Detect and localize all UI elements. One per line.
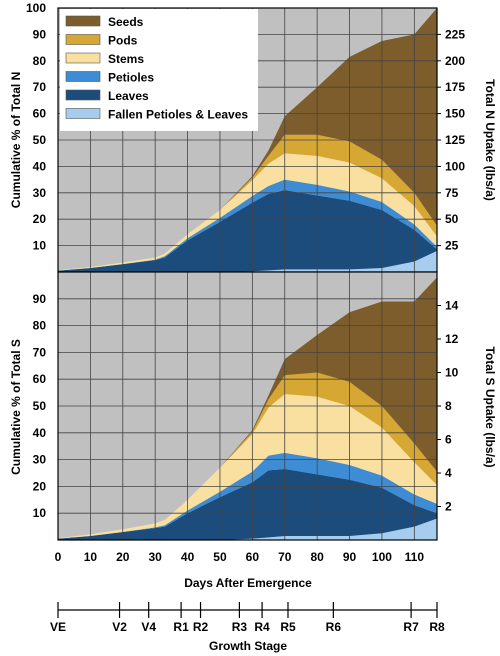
bottom-y-axis-label: Cumulative % of Total S [9,339,23,475]
y2-tick-label: 100 [445,159,465,173]
x-tick-label: 50 [213,550,227,564]
growth-stage-tick-label: R8 [429,620,445,634]
legend-swatch [65,108,101,119]
legend-label: Fallen Petioles & Leaves [108,108,248,122]
x-tick-label: 30 [148,550,162,564]
legend-swatch [65,89,101,101]
x-tick-label: 70 [278,550,292,564]
top-y-axis-label: Cumulative % of Total N [9,72,23,208]
y-tick-label: 20 [33,479,47,493]
y2-tick-label: 75 [445,186,459,200]
y2-tick-label: 175 [445,80,465,94]
y-tick-label: 20 [33,212,47,226]
growth-stage-tick-label: R4 [254,620,270,634]
legend-swatch [65,52,101,64]
x-tick-label: 110 [405,550,425,564]
y-tick-label: 40 [33,426,47,440]
x-tick-label: 100 [372,550,392,564]
y-tick-label: 10 [33,239,47,253]
growth-stage-label: Growth Stage [209,639,287,653]
legend-swatch [65,71,101,82]
area-leaves [58,190,437,272]
legend-label: Pods [108,34,138,48]
y-tick-label: 80 [33,319,47,333]
area-fallen-petioles-leaves [58,518,437,540]
top-panel-n: 10 20 30 40 50 60 70 80 90 100 25 50 75 100 125 150 175 2… [9,1,497,273]
growth-stage-tick-label: VE [50,620,66,634]
y2-tick-label: 125 [445,133,465,147]
y-tick-label: 40 [33,159,47,173]
growth-stage-axis: VE V2 V4 R1 R2 R3 R4 R5 R6 R7 R8 [50,602,445,634]
growth-stage-tick-label: V2 [112,620,127,634]
y-tick-label: 70 [33,80,47,94]
bottom-right-axis-label: Total S Uptake (lbs/a) [483,346,497,467]
y-tick-label: 30 [33,186,47,200]
y2-tick-label: 6 [445,433,452,447]
x-tick-label: 10 [84,550,98,564]
legend-swatch [65,15,101,27]
area-seeds [58,277,437,539]
x-tick-label: 80 [310,550,324,564]
legend-label: Leaves [108,89,149,103]
area-seeds [58,8,437,271]
y2-tick-label: 4 [445,466,452,480]
y-tick-label: 90 [33,292,47,306]
growth-stage-tick-label: R1 [173,620,189,634]
growth-stage-tick-label: R2 [193,620,209,634]
area-fallen-petioles-leaves [58,250,437,272]
y2-tick-label: 50 [445,212,459,226]
legend-label: Stems [108,52,144,66]
legend-label: Petioles [108,71,154,85]
y-tick-label: 70 [33,345,47,359]
y2-tick-label: 8 [445,399,452,413]
area-stems [58,393,437,539]
bottom-panel-s: 10 20 30 40 50 60 70 80 90 2 4 6 8 10 12 14 Cumulative … [9,271,497,541]
y2-tick-label: 25 [445,239,459,253]
x-tick-label: 40 [181,550,195,564]
y-tick-label: 50 [33,399,47,413]
area-stems [58,153,437,271]
y-tick-label: 80 [33,54,47,68]
y-tick-label: 50 [33,133,47,147]
top-right-axis-label: Total N Uptake (lbs/a) [483,79,497,201]
y2-tick-label: 12 [445,332,459,346]
x-axis-label: Days After Emergence [184,576,312,590]
y-tick-label: 30 [33,453,47,467]
growth-stage-tick-label: R5 [280,620,296,634]
y-tick-label: 100 [26,1,46,15]
x-tick-label: 90 [343,550,357,564]
legend-swatch [65,34,101,45]
growth-stage-tick-label: R6 [326,620,342,634]
y2-tick-label: 2 [445,500,452,514]
area-petioles [58,452,437,539]
growth-stage-tick-label: R3 [232,620,248,634]
growth-stage-tick-label: V4 [141,620,156,634]
x-tick-label: 20 [116,550,130,564]
legend-label: Seeds [108,15,144,29]
x-tick-label: 60 [246,550,260,564]
x-axis-ticks: 0 10 20 30 40 50 60 70 80 90 100 110 [55,550,425,564]
y2-tick-label: 225 [445,27,465,41]
y2-tick-label: 150 [445,107,465,121]
y-tick-label: 60 [33,107,47,121]
y2-tick-label: 200 [445,54,465,68]
y-tick-label: 60 [33,372,47,386]
x-tick-label: 0 [55,550,62,564]
y-tick-label: 90 [33,27,47,41]
growth-stage-tick-label: R7 [403,620,419,634]
y-tick-label: 10 [33,506,47,520]
y2-tick-label: 10 [445,366,459,380]
y2-tick-label: 14 [445,299,459,313]
